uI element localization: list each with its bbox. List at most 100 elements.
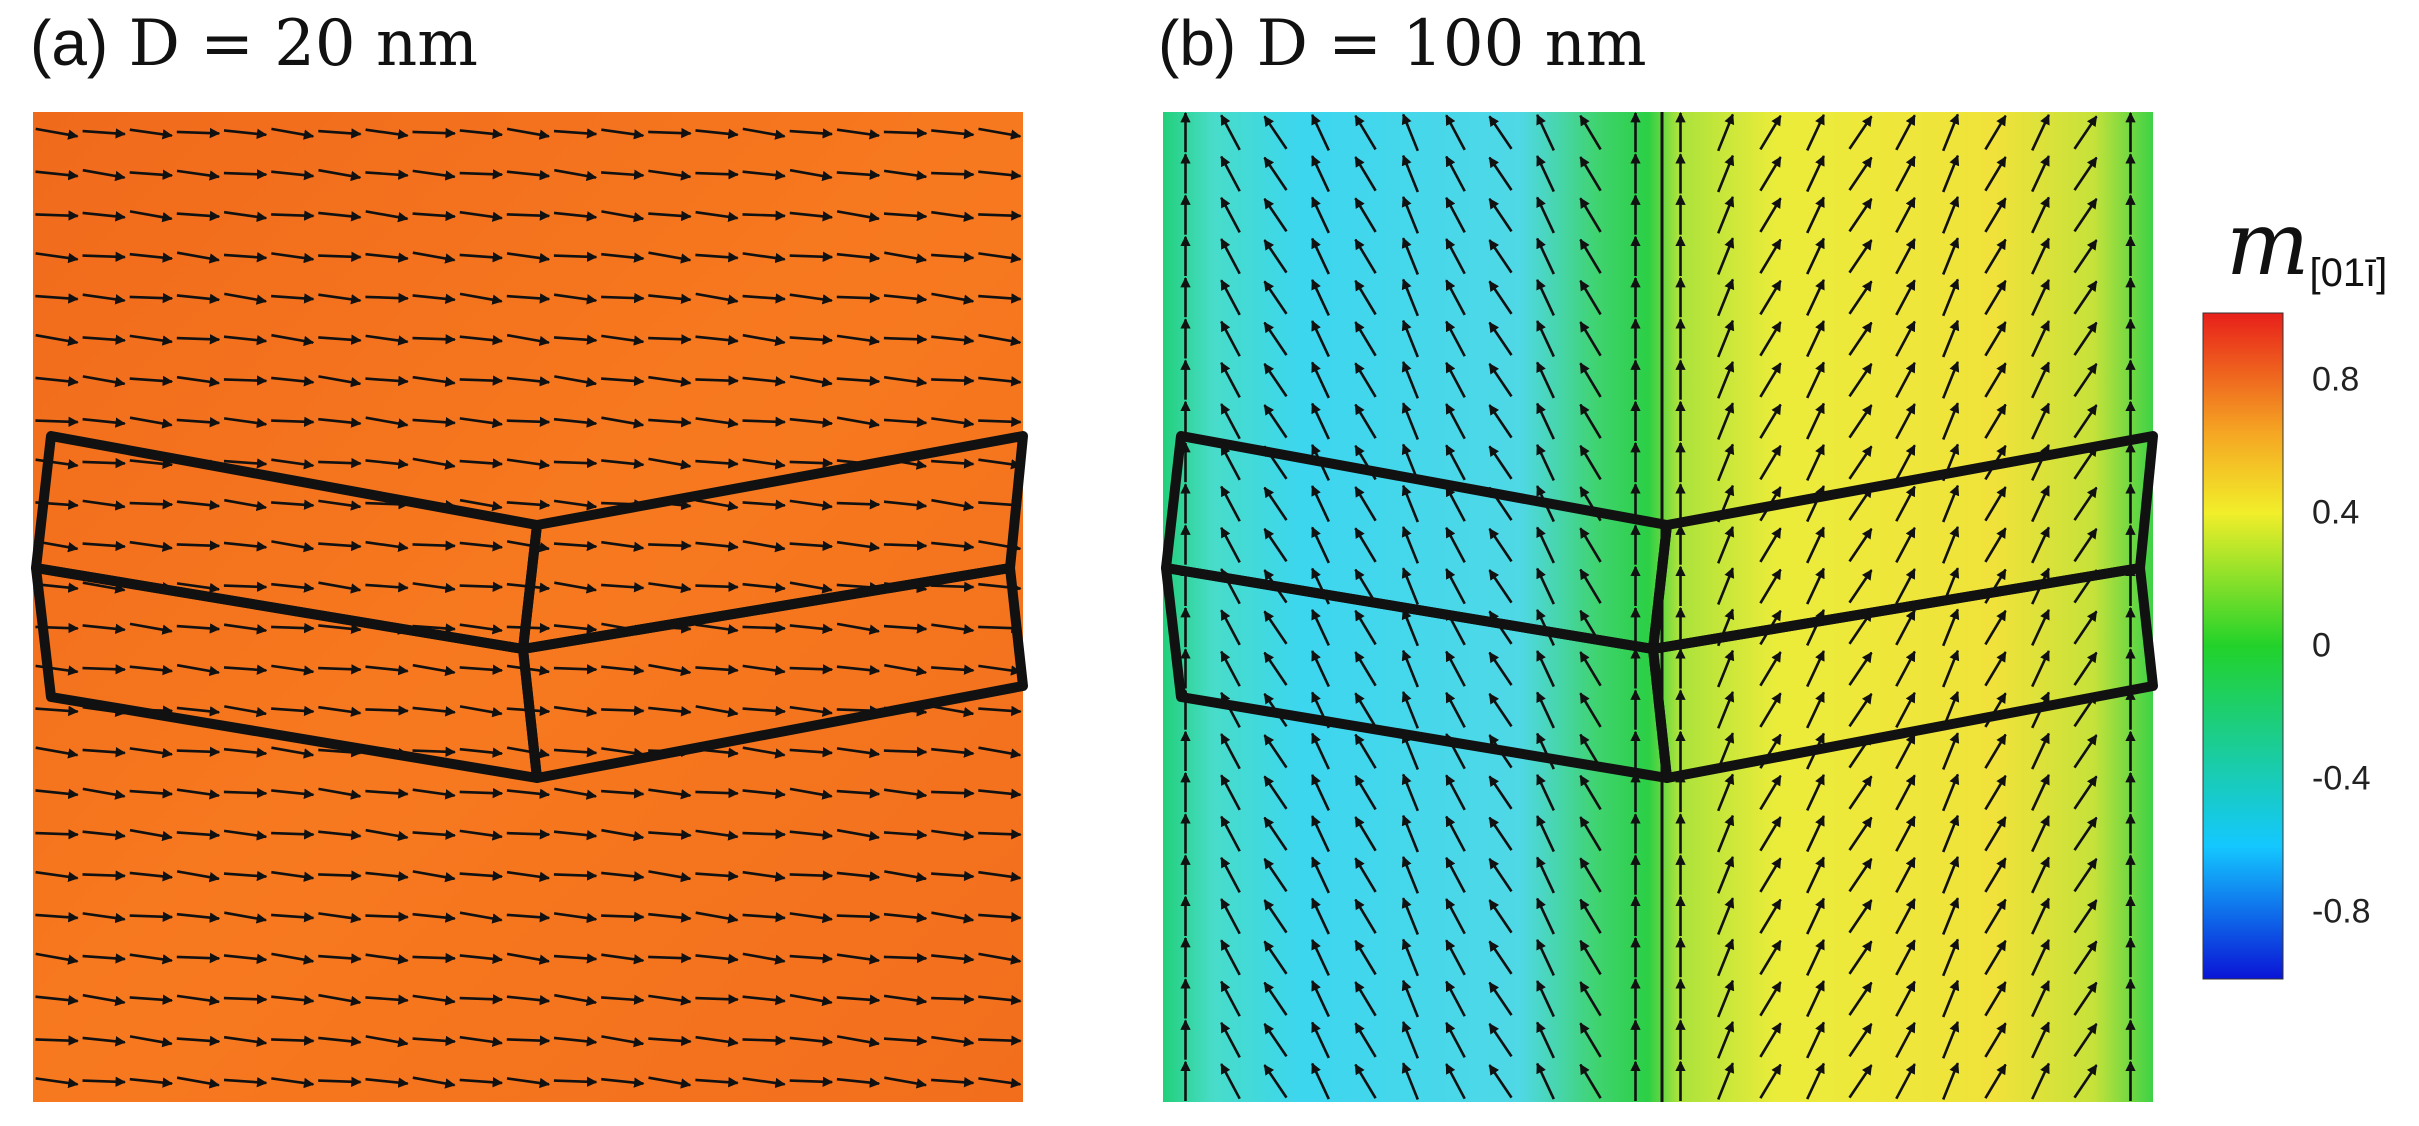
vector-arrow [1354, 114, 1377, 151]
vector-arrow [1716, 649, 1735, 688]
vector-arrow [931, 169, 975, 180]
vector-arrow [648, 788, 692, 800]
vector-arrow [129, 664, 174, 676]
vector-arrow [223, 994, 268, 1005]
vector-arrow [223, 128, 268, 140]
vector-arrow [223, 870, 268, 882]
vector-arrow [223, 623, 268, 635]
vector-arrow [601, 292, 645, 304]
vector-arrow [1263, 404, 1288, 439]
vector-arrow [506, 127, 550, 140]
vector-arrow [1984, 609, 2007, 646]
vector-arrow [2031, 938, 2050, 976]
vector-arrow [553, 870, 598, 881]
vector-arrow [931, 375, 975, 386]
vector-arrow [1984, 774, 2007, 811]
vector-arrow [459, 994, 504, 1005]
vector-arrow [1895, 485, 1916, 522]
vector-arrow [1579, 321, 1602, 357]
vector-arrow [1311, 815, 1330, 853]
vector-arrow [2031, 278, 2050, 316]
vector-arrow [1895, 815, 1916, 852]
vector-arrow [931, 128, 975, 140]
vector-arrow [1220, 485, 1241, 522]
vector-arrow [789, 829, 834, 841]
vector-arrow [1220, 1063, 1241, 1100]
vector-arrow [1941, 1021, 1960, 1059]
vector-arrow [1716, 897, 1735, 935]
vector-arrow [271, 870, 315, 882]
vector-arrow [601, 871, 645, 882]
vector-arrow [601, 540, 645, 552]
vector-arrow [1759, 527, 1782, 563]
vector-arrow [978, 293, 1022, 304]
vector-arrow [553, 912, 598, 924]
vector-arrow [2031, 815, 2050, 853]
vector-arrow [1941, 484, 1960, 523]
vector-arrow [176, 210, 221, 222]
vector-arrow [789, 993, 833, 1007]
vector-arrow [601, 458, 645, 470]
vector-arrow [1488, 651, 1513, 686]
vector-arrow [931, 994, 975, 1005]
vector-arrow [1311, 897, 1330, 935]
vector-arrow [648, 540, 692, 551]
vector-arrow [176, 746, 221, 757]
vector-arrow [176, 169, 221, 181]
vector-arrow [648, 417, 692, 428]
vector-arrow [271, 416, 315, 427]
vector-arrow [1445, 980, 1466, 1017]
vector-arrow [318, 993, 362, 1007]
vector-arrow [836, 828, 880, 842]
vector-arrow [271, 499, 315, 510]
vector-arrow [789, 623, 834, 635]
vector-arrow [931, 581, 975, 592]
vector-arrow [1848, 198, 1873, 233]
vector-arrow [1759, 774, 1782, 811]
vector-arrow [931, 664, 975, 675]
vector-arrow [883, 1035, 928, 1047]
vector-arrow [648, 663, 692, 677]
vector-arrow [271, 912, 315, 923]
vector-arrow [129, 334, 173, 346]
vector-arrow [1488, 858, 1513, 893]
vector-arrow [223, 953, 268, 965]
vector-arrow [1806, 113, 1825, 151]
vector-arrow [82, 787, 126, 800]
vector-arrow [35, 870, 79, 882]
vector-arrow [271, 1035, 315, 1046]
vector-arrow [176, 375, 221, 387]
vector-arrow [648, 210, 692, 222]
vector-arrow [1579, 114, 1602, 151]
vector-arrow [695, 705, 739, 718]
vector-arrow [1806, 980, 1825, 1018]
vector-arrow [1263, 198, 1288, 233]
vector-arrow [1220, 403, 1241, 440]
vector-arrow [176, 788, 221, 800]
vector-arrow [271, 333, 315, 347]
vector-arrow [412, 1035, 456, 1047]
vector-arrow [129, 499, 174, 510]
vector-arrow [1806, 897, 1825, 935]
vector-arrow [1848, 321, 1873, 356]
vector-arrow [1579, 362, 1602, 398]
vector-arrow [789, 417, 834, 428]
vector-arrow [1759, 238, 1782, 274]
vector-arrow [1716, 319, 1735, 358]
vector-arrow [931, 829, 975, 841]
vector-arrow [789, 251, 834, 262]
vector-arrow [223, 1035, 268, 1047]
vector-arrow [931, 334, 975, 346]
vector-arrow [1220, 279, 1241, 316]
colorbar-symbol: m [2226, 192, 2310, 295]
vector-arrow [318, 787, 362, 800]
vector-arrow [883, 952, 928, 964]
vector-arrow [1806, 938, 1825, 976]
vector-arrow [1579, 197, 1602, 233]
vector-arrow [1445, 403, 1466, 440]
vector-arrow [129, 994, 174, 1005]
vector-arrow [365, 252, 409, 263]
vector-arrow [1579, 816, 1602, 852]
vector-arrow [1311, 608, 1330, 646]
vector-arrow [931, 870, 975, 882]
